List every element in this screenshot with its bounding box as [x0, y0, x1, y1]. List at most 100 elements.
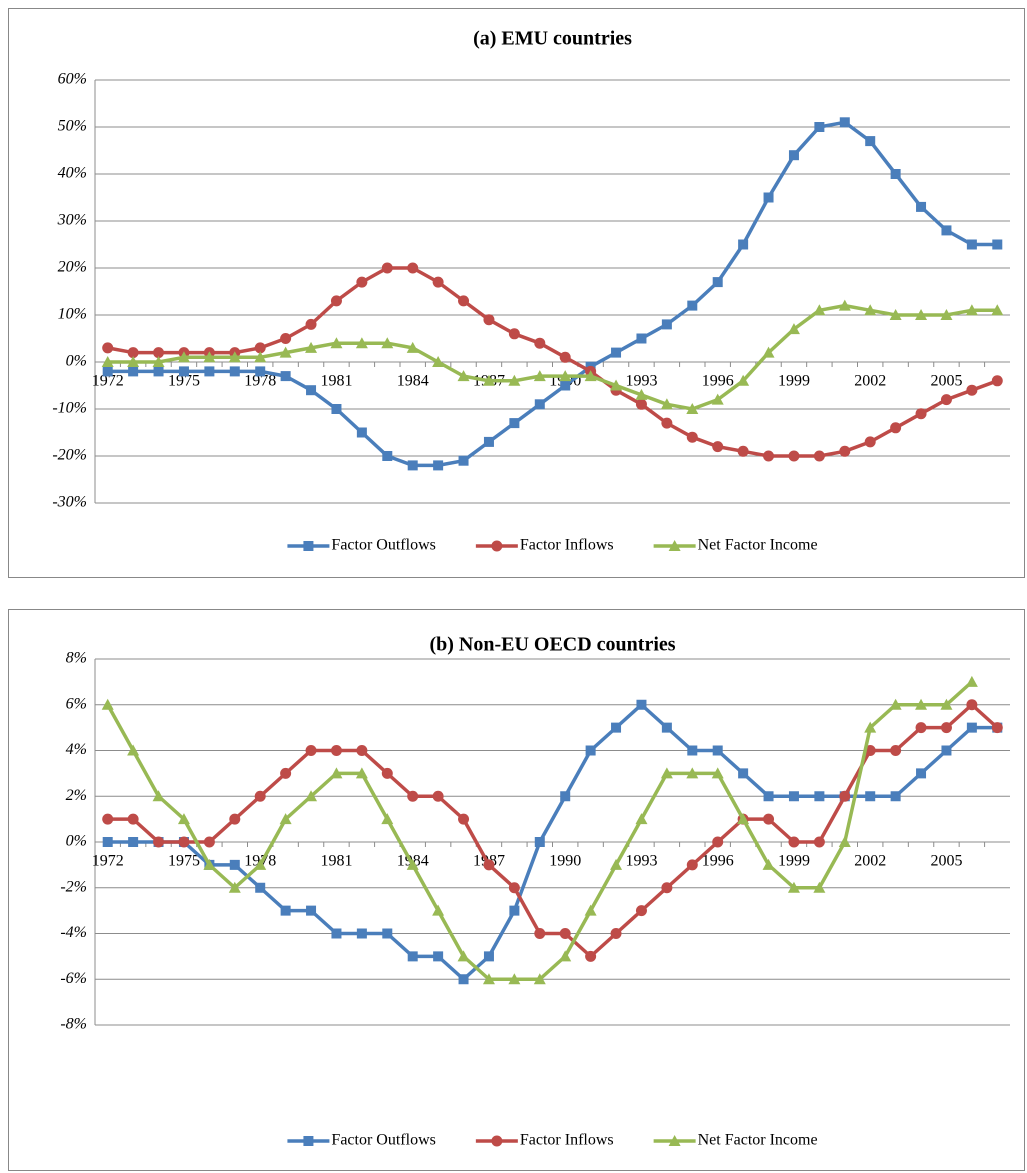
- marker: [712, 745, 723, 756]
- marker: [788, 791, 799, 802]
- marker: [305, 745, 317, 756]
- marker: [763, 791, 774, 802]
- chart-frame: [8, 8, 1025, 578]
- marker: [787, 323, 800, 335]
- x-tick-label: 1999: [778, 373, 810, 390]
- marker: [127, 347, 139, 359]
- marker: [356, 745, 368, 756]
- legend-label: Factor Inflows: [520, 537, 614, 554]
- marker: [254, 351, 267, 363]
- x-tick-label: 1993: [625, 853, 657, 870]
- marker: [966, 722, 977, 733]
- marker: [509, 418, 520, 429]
- marker: [203, 858, 216, 870]
- x-tick-label: 1972: [92, 373, 124, 390]
- y-tick-label: 50%: [58, 118, 87, 135]
- marker: [889, 309, 902, 320]
- marker: [458, 974, 469, 985]
- marker: [305, 318, 317, 330]
- marker: [711, 767, 724, 779]
- y-tick-label: 0%: [66, 353, 87, 370]
- marker: [491, 540, 503, 552]
- marker: [534, 399, 545, 410]
- y-tick-label: 30%: [57, 212, 87, 229]
- marker: [306, 905, 317, 916]
- y-tick-label: -20%: [52, 447, 87, 464]
- marker: [382, 451, 393, 461]
- marker: [738, 768, 749, 779]
- marker: [787, 881, 800, 893]
- marker: [305, 790, 318, 802]
- y-tick-label: 0%: [66, 833, 87, 850]
- marker: [838, 299, 851, 311]
- marker: [406, 858, 419, 870]
- series-line: [107, 303, 998, 411]
- y-tick-label: 60%: [58, 71, 87, 88]
- x-tick-label: 1975: [168, 853, 200, 870]
- marker: [432, 276, 444, 288]
- x-tick-label: 2002: [854, 373, 886, 390]
- marker: [636, 699, 647, 710]
- marker: [940, 698, 953, 710]
- marker: [255, 882, 266, 893]
- marker: [940, 309, 953, 320]
- chart-title: (b) Non-EU OECD countries: [429, 634, 675, 656]
- marker: [254, 858, 267, 870]
- marker: [661, 882, 673, 894]
- marker: [711, 393, 724, 405]
- marker: [128, 366, 139, 377]
- marker: [813, 450, 825, 462]
- marker: [560, 791, 571, 802]
- marker: [101, 698, 114, 710]
- marker: [331, 404, 342, 414]
- marker: [762, 858, 775, 870]
- marker: [127, 356, 140, 367]
- marker: [153, 836, 165, 848]
- marker: [890, 791, 901, 802]
- x-tick-label: 1981: [320, 853, 352, 870]
- marker: [356, 427, 367, 438]
- marker: [458, 455, 469, 466]
- marker: [432, 790, 444, 802]
- marker: [668, 1135, 681, 1146]
- marker: [508, 374, 521, 386]
- marker: [965, 304, 978, 316]
- marker: [382, 928, 393, 939]
- marker: [737, 445, 749, 457]
- marker: [254, 790, 266, 802]
- marker: [229, 366, 240, 377]
- marker: [584, 904, 597, 916]
- marker: [660, 767, 673, 779]
- marker: [102, 366, 113, 377]
- marker: [915, 698, 928, 710]
- marker: [890, 745, 902, 756]
- marker: [966, 239, 977, 250]
- marker: [915, 309, 928, 320]
- marker: [611, 722, 622, 733]
- chart-title: (a) EMU countries: [473, 28, 632, 50]
- marker: [152, 356, 165, 367]
- marker: [533, 370, 546, 382]
- marker: [533, 973, 546, 985]
- marker: [407, 262, 419, 274]
- marker: [280, 371, 291, 382]
- marker: [890, 422, 902, 434]
- marker: [280, 333, 292, 344]
- marker: [864, 304, 877, 316]
- marker: [915, 408, 927, 420]
- marker: [686, 403, 699, 414]
- marker: [102, 342, 114, 354]
- marker: [330, 745, 342, 756]
- marker: [916, 201, 927, 212]
- legend: Factor Outflows Factor Inflows Net Factor …: [287, 1132, 818, 1149]
- marker: [965, 675, 978, 687]
- marker: [941, 225, 952, 236]
- marker: [508, 973, 521, 985]
- marker: [966, 699, 978, 711]
- marker: [559, 928, 571, 939]
- marker: [509, 905, 520, 916]
- marker: [432, 904, 445, 916]
- marker: [101, 356, 114, 367]
- marker: [762, 346, 775, 358]
